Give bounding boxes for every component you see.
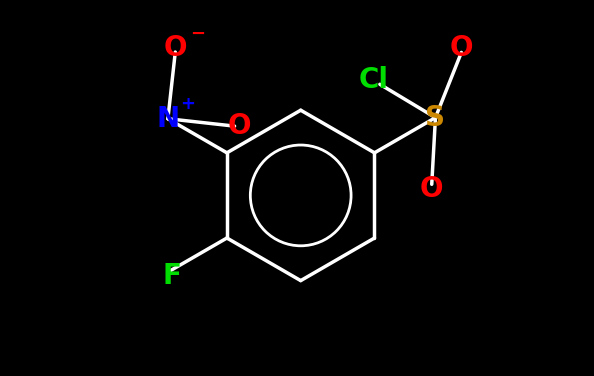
Text: +: + <box>179 95 195 113</box>
Text: −: − <box>190 25 205 43</box>
Text: O: O <box>420 175 444 203</box>
Text: O: O <box>163 33 187 62</box>
Text: F: F <box>163 262 182 290</box>
Text: N: N <box>156 105 179 133</box>
Text: S: S <box>425 104 446 132</box>
Text: O: O <box>450 34 473 62</box>
Text: O: O <box>228 112 251 140</box>
Text: Cl: Cl <box>359 66 389 94</box>
